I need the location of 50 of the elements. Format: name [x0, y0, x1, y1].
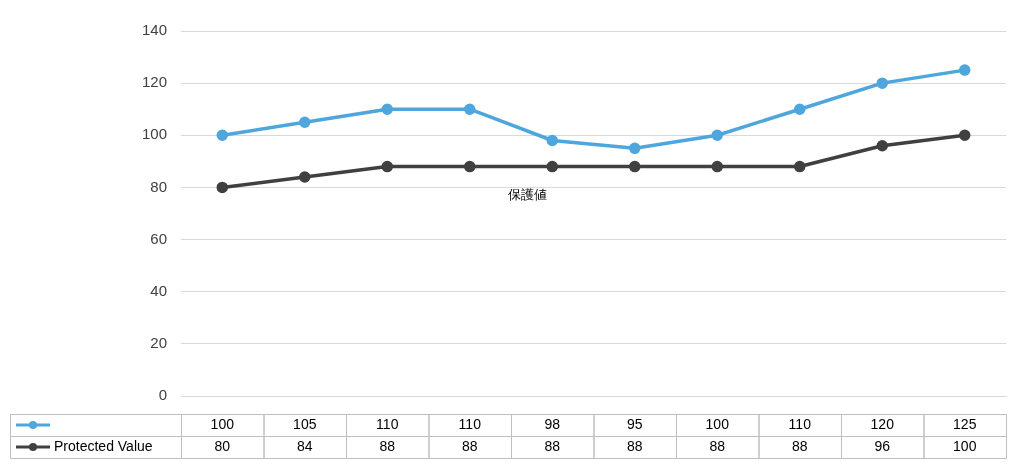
- point: [959, 129, 971, 142]
- point: [546, 160, 559, 173]
- y-tick-label: 0: [158, 386, 168, 404]
- point: [381, 160, 394, 173]
- data-label: 100: [210, 415, 235, 432]
- point: [299, 116, 311, 128]
- y-tick-label: 80: [150, 177, 168, 195]
- data-label: 88: [461, 437, 478, 454]
- data-label: 88: [379, 437, 396, 454]
- data-label: 96: [874, 437, 891, 454]
- point: [876, 77, 888, 89]
- point: [216, 129, 229, 142]
- point: [629, 160, 641, 173]
- data-label: 95: [626, 415, 643, 432]
- data-label: 84: [296, 437, 313, 454]
- point: [876, 139, 888, 152]
- data-label: 88: [626, 437, 643, 454]
- point: [794, 103, 806, 115]
- annotation: 保護値: [508, 186, 548, 202]
- point: [464, 160, 476, 173]
- point: [381, 103, 394, 115]
- legend-label: Protected Value: [54, 437, 153, 454]
- point: [299, 171, 311, 183]
- y-tick-label: 120: [142, 73, 168, 91]
- data-label: 120: [870, 415, 895, 432]
- data-label: 125: [953, 415, 977, 432]
- point: [959, 64, 971, 76]
- data-label: 100: [705, 415, 730, 432]
- y-tick-label: 20: [150, 334, 168, 351]
- point: [711, 160, 724, 173]
- y-tick-label: 60: [150, 229, 168, 247]
- data-label: 88: [791, 437, 808, 454]
- data-label: 110: [458, 415, 482, 432]
- point: [546, 134, 559, 147]
- data-label: 110: [788, 415, 812, 432]
- point: [629, 142, 641, 155]
- point: [711, 129, 724, 142]
- data-label: 88: [544, 437, 561, 454]
- point: [216, 181, 229, 194]
- data-label: 100: [953, 437, 977, 454]
- data-label: 105: [293, 415, 317, 432]
- data-label: 98: [544, 415, 561, 432]
- data-label: 88: [709, 437, 726, 454]
- point: [464, 103, 476, 115]
- point: [794, 160, 806, 173]
- y-tick-label: 40: [150, 281, 168, 299]
- y-tick-label: 100: [142, 125, 168, 143]
- y-tick-label: 140: [142, 21, 168, 39]
- data-label: 80: [214, 437, 231, 454]
- data-label: 110: [376, 415, 399, 432]
